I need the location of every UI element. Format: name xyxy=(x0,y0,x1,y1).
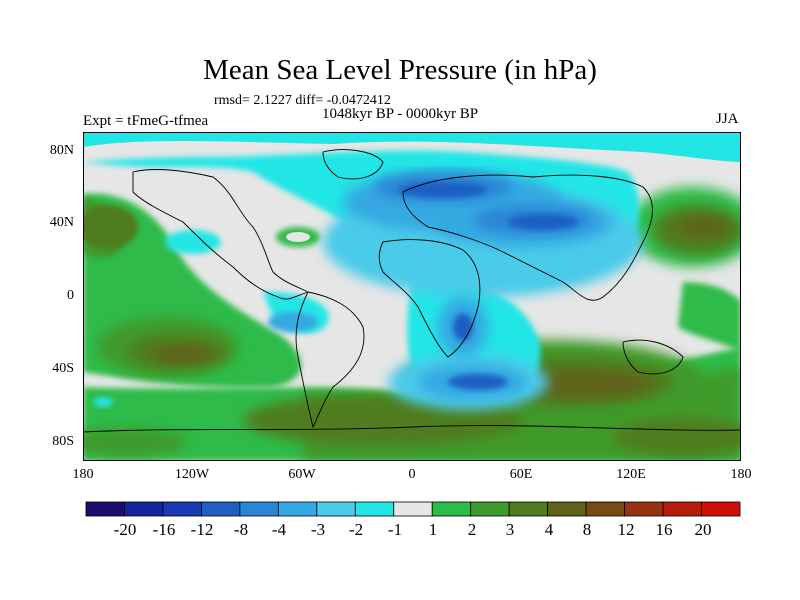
lat-label-80n: 80N xyxy=(49,143,74,158)
colorbar-swatch xyxy=(624,501,664,517)
colorbar-label: -2 xyxy=(348,520,364,539)
colorbar-swatch xyxy=(201,501,241,517)
colorbar-swatch xyxy=(431,501,472,517)
lon-label-120e: 120E xyxy=(616,467,646,482)
colorbar-swatch xyxy=(547,501,587,517)
colorbar-swatch xyxy=(277,501,318,517)
lon-label-0: 0 xyxy=(408,467,416,482)
colorbar-label: -20 xyxy=(113,520,137,539)
colorbar-swatch xyxy=(162,501,202,517)
lat-label-40s: 40S xyxy=(52,361,74,376)
colorbar-label: 12 xyxy=(617,520,635,539)
colorbar-swatch xyxy=(393,501,433,517)
colorbar-label: 20 xyxy=(694,520,712,539)
colorbar-label: 8 xyxy=(582,520,592,539)
colorbar-label: -4 xyxy=(271,520,287,539)
colorbar-label: 1 xyxy=(428,520,438,539)
lon-label-120w: 120W xyxy=(174,467,210,482)
colorbar-label: -16 xyxy=(152,520,176,539)
colorbar-swatch xyxy=(85,501,125,517)
map-frame xyxy=(83,132,741,461)
coastlines xyxy=(83,149,741,433)
colorbar-label: -12 xyxy=(190,520,214,539)
colorbar-swatch xyxy=(585,501,625,517)
lat-label-0: 0 xyxy=(67,288,74,303)
colorbar-swatch xyxy=(316,501,356,517)
negative-anomaly-fields xyxy=(83,132,741,410)
pressure-difference-map xyxy=(83,132,741,461)
colorbar-label: 2 xyxy=(467,520,477,539)
colorbar-swatch xyxy=(508,501,549,517)
colorbar-label: -8 xyxy=(233,520,249,539)
colorbar-swatch xyxy=(354,501,395,517)
lon-label-180w: 180 xyxy=(72,467,94,482)
lat-label-40n: 40N xyxy=(49,215,74,230)
lon-label-60e: 60E xyxy=(509,467,533,482)
experiment-label: Expt = tFmeG-tfmea xyxy=(83,113,209,129)
season-label: JJA xyxy=(716,111,739,127)
colorbar-swatch xyxy=(701,501,741,517)
lon-label-180e: 180 xyxy=(730,467,752,482)
colorbar-label: 16 xyxy=(655,520,673,539)
time-period-label: 1048kyr BP - 0000kyr BP xyxy=(322,106,479,122)
colorbar-swatch xyxy=(662,501,702,517)
colorbar-swatch xyxy=(239,501,279,517)
colorbar-label: -1 xyxy=(387,520,403,539)
colorbar-swatch xyxy=(124,501,164,517)
colorbar-label: 3 xyxy=(505,520,515,539)
colorbar-label: 4 xyxy=(544,520,554,539)
rmsd-diff-stats: rmsd= 2.1227 diff= -0.0472412 xyxy=(214,93,391,108)
lat-label-80s: 80S xyxy=(52,434,74,449)
plot-title: Mean Sea Level Pressure (in hPa) xyxy=(203,54,597,86)
colorbar-swatch xyxy=(470,501,510,517)
lon-label-60w: 60W xyxy=(288,467,316,482)
colorbar-label: -3 xyxy=(310,520,326,539)
